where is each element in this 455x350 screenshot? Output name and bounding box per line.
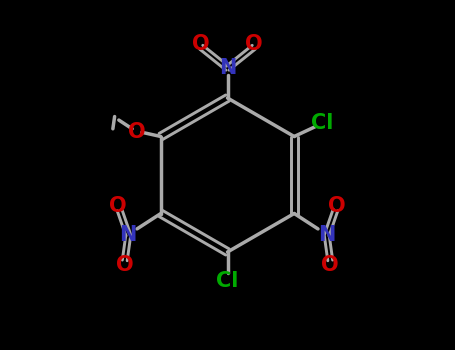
Text: Cl: Cl <box>311 113 334 133</box>
Text: Cl: Cl <box>216 271 239 291</box>
Text: O: O <box>127 122 145 142</box>
Text: N: N <box>219 58 236 78</box>
Text: N: N <box>318 225 335 245</box>
Text: O: O <box>109 196 127 216</box>
Text: O: O <box>321 254 339 275</box>
Text: O: O <box>116 254 134 275</box>
Text: O: O <box>192 34 210 54</box>
Text: O: O <box>245 34 263 54</box>
Text: N: N <box>120 225 137 245</box>
Text: O: O <box>328 196 346 216</box>
